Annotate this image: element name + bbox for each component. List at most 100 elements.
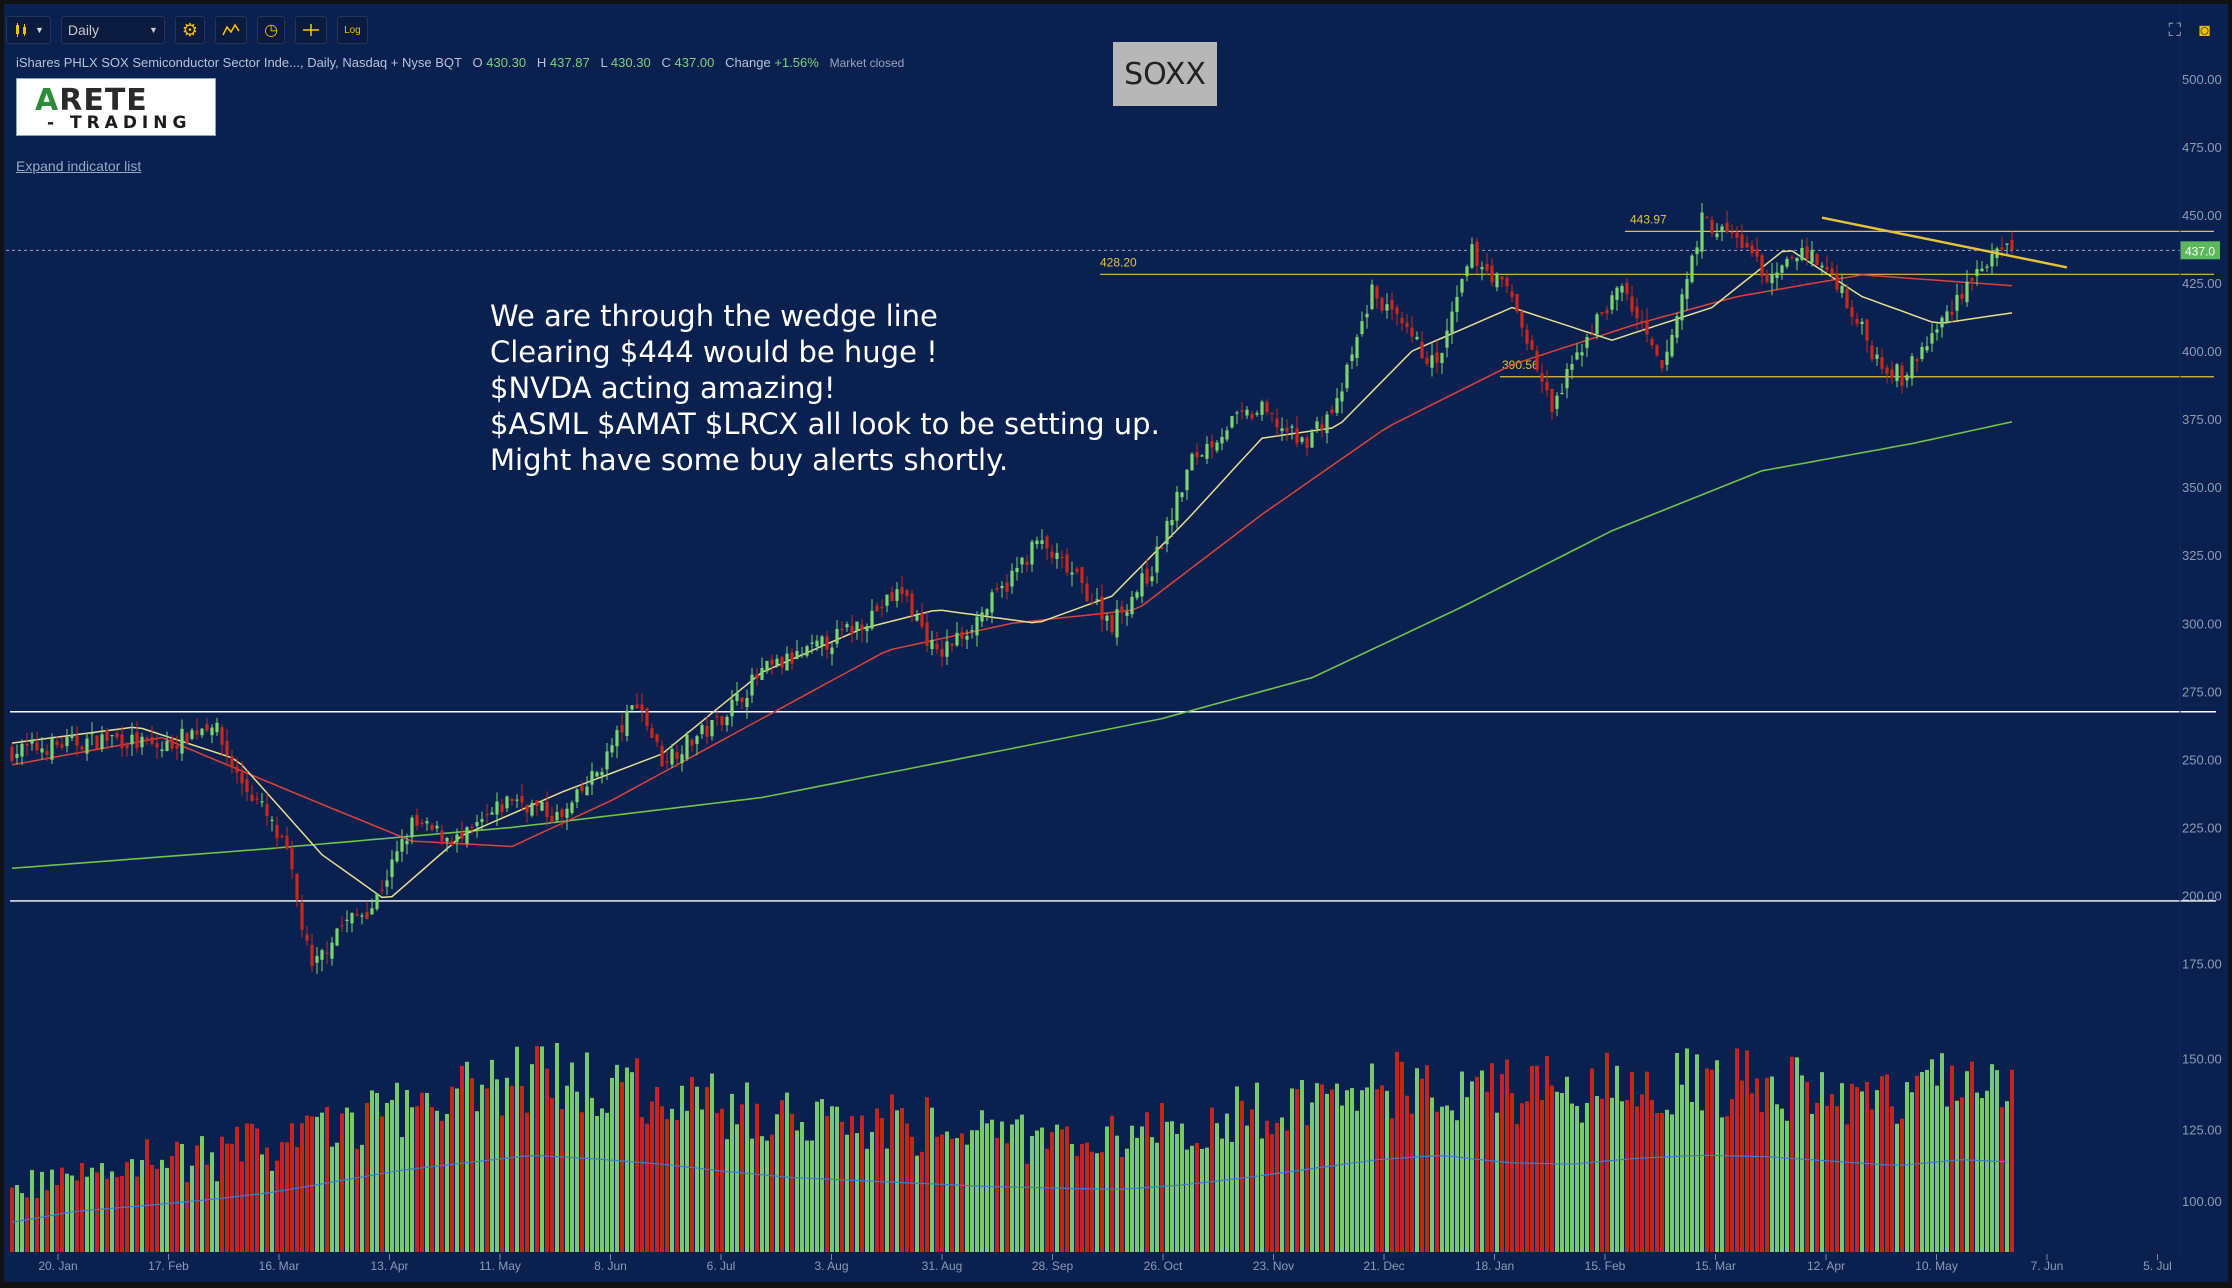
volume-bar	[1510, 1093, 1514, 1252]
candle-body	[1835, 273, 1839, 290]
volume-bar	[230, 1143, 234, 1252]
volume-bar	[1120, 1157, 1124, 1252]
candle-body	[1915, 359, 1919, 362]
candle-body	[1585, 337, 1589, 348]
candle-body	[2010, 239, 2014, 250]
candle-body	[840, 628, 844, 631]
candle-body	[45, 750, 49, 755]
x-tick-label: 10. May	[1915, 1259, 1958, 1273]
window-controls: ⛶ ◙	[2169, 20, 2210, 41]
candle-body	[950, 643, 954, 646]
volume-bar	[1400, 1061, 1404, 1252]
volume-bar	[915, 1155, 919, 1252]
volume-bar	[1705, 1068, 1709, 1252]
plot-background	[4, 4, 2228, 1282]
candle-body	[505, 796, 509, 809]
candle-body	[445, 837, 449, 842]
fullscreen-icon[interactable]: ⛶	[2168, 20, 2182, 40]
candle-body	[975, 616, 979, 636]
y-tick-label: 175.00	[2182, 957, 2222, 972]
volume-bar	[1605, 1052, 1609, 1252]
candle-body	[250, 794, 254, 801]
candle-body	[1760, 255, 1764, 277]
level-label: 428.20	[1100, 255, 1137, 269]
candle-body	[995, 588, 999, 590]
candle-body	[705, 725, 709, 737]
volume-bar	[260, 1154, 264, 1252]
candle-body	[475, 822, 479, 827]
volume-bar	[1030, 1136, 1034, 1252]
volume-bar	[1020, 1114, 1024, 1252]
candle-body	[1805, 246, 1809, 259]
candle-body	[1305, 437, 1309, 448]
candle-body	[60, 744, 64, 748]
interval-select[interactable]: Daily ▼	[60, 16, 165, 44]
volume-bar	[990, 1119, 994, 1252]
volume-bar	[845, 1134, 849, 1252]
volume-bar	[1335, 1083, 1339, 1252]
candle-body	[860, 624, 864, 631]
candle-body	[875, 605, 879, 612]
candle-body	[1825, 266, 1829, 270]
high-label: H	[536, 55, 547, 70]
candle-body	[1255, 413, 1259, 415]
candle-body	[925, 622, 929, 646]
candle-body	[1555, 395, 1559, 409]
volume-bar	[770, 1134, 774, 1252]
candle-body	[820, 636, 824, 646]
candle-body	[1195, 451, 1199, 458]
candle-body	[345, 919, 349, 921]
candle-body	[385, 880, 389, 887]
volume-bar	[545, 1068, 549, 1252]
candle-body	[1715, 233, 1719, 238]
volume-bar	[290, 1123, 294, 1252]
candle-body	[420, 822, 424, 825]
indicator-button[interactable]	[215, 16, 248, 44]
camera-icon[interactable]: ◙	[2199, 20, 2210, 40]
settings-button[interactable]: ⚙	[174, 16, 206, 44]
candle-body	[490, 812, 494, 815]
candle-body	[130, 734, 134, 745]
candle-body	[1160, 547, 1164, 549]
candle-body	[960, 631, 964, 639]
candle-body	[1385, 304, 1389, 311]
volume-bar	[810, 1140, 814, 1252]
volume-bar	[1050, 1132, 1054, 1252]
volume-bar	[1285, 1130, 1289, 1252]
candle-body	[780, 656, 784, 668]
candle-body	[805, 646, 809, 656]
volume-bar	[170, 1156, 174, 1252]
volume-bar	[1255, 1082, 1259, 1252]
candle-body	[1070, 572, 1074, 575]
candles-icon[interactable]: ▼	[6, 16, 51, 44]
expand-indicator-link[interactable]: Expand indicator list	[16, 158, 142, 174]
volume-bar	[1780, 1108, 1784, 1252]
wedge-trend-line	[1821, 216, 2068, 269]
volume-bar	[585, 1052, 589, 1252]
volume-tick-label: 100.00	[2182, 1194, 2222, 1209]
candle-body	[1230, 416, 1234, 428]
candle-body	[1400, 317, 1404, 324]
candle-body	[1130, 596, 1134, 615]
volume-bar	[180, 1143, 184, 1252]
candle-body	[1405, 322, 1409, 328]
log-scale-button[interactable]: Log	[337, 16, 368, 44]
volume-bar	[395, 1082, 399, 1252]
candle-body	[1095, 599, 1099, 601]
volume-bar	[240, 1161, 244, 1252]
volume-bar	[1445, 1105, 1449, 1252]
candle-body	[1745, 242, 1749, 248]
volume-bar	[1385, 1090, 1389, 1252]
candle-body	[1685, 278, 1689, 299]
clock-button[interactable]: ◷	[257, 16, 286, 44]
candle-body	[1910, 356, 1914, 379]
volume-bar	[370, 1090, 374, 1252]
candle-body	[275, 824, 279, 839]
candle-body	[1395, 307, 1399, 314]
crosshair-button[interactable]	[295, 16, 328, 44]
candle-body	[615, 730, 619, 747]
candle-body	[50, 737, 54, 760]
volume-bar	[1100, 1152, 1104, 1252]
volume-bar	[1140, 1126, 1144, 1252]
